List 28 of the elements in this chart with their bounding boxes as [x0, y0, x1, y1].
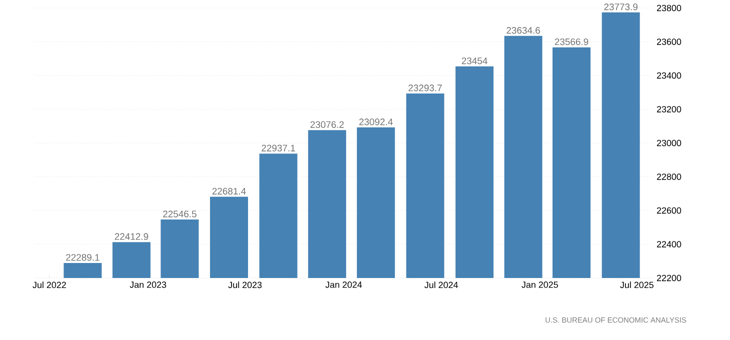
x-tick-label: Jul 2022 — [32, 282, 66, 288]
y-tick-label: 23800 — [656, 4, 682, 12]
y-tick-label: 22400 — [656, 241, 682, 248]
y-tick-label: 23000 — [656, 140, 682, 146]
data-label: 22546.5 — [163, 210, 196, 218]
data-label: 22937.1 — [262, 144, 295, 152]
y-tick-label: 22800 — [656, 174, 682, 180]
y-tick-label: 23200 — [656, 106, 682, 112]
x-tick-label: Jan 2024 — [325, 282, 362, 288]
y-tick-label: 23600 — [656, 38, 682, 45]
x-tick-label: Jan 2025 — [522, 282, 558, 288]
data-label: 23092.4 — [359, 118, 393, 126]
data-label: 23076.2 — [310, 121, 344, 128]
data-label: 23454 — [462, 57, 488, 64]
x-tick-label: Jul 2023 — [228, 282, 262, 288]
data-label: 22412.9 — [114, 233, 148, 240]
data-label: 23634.6 — [506, 27, 540, 34]
data-label: 23566.9 — [554, 38, 588, 46]
x-tick-label: Jul 2024 — [424, 282, 458, 288]
y-tick-label: 22200 — [656, 274, 682, 282]
data-label: 22681.4 — [212, 188, 246, 195]
data-label: 22289.1 — [66, 254, 100, 261]
x-tick-label: Jul 2025 — [620, 282, 654, 288]
data-label: 23293.7 — [408, 84, 442, 92]
y-tick-label: 23400 — [656, 72, 682, 79]
x-tick-label: Jan 2023 — [130, 282, 166, 288]
y-tick-label: 22600 — [656, 207, 682, 214]
data-label: 23773.9 — [604, 4, 638, 10]
